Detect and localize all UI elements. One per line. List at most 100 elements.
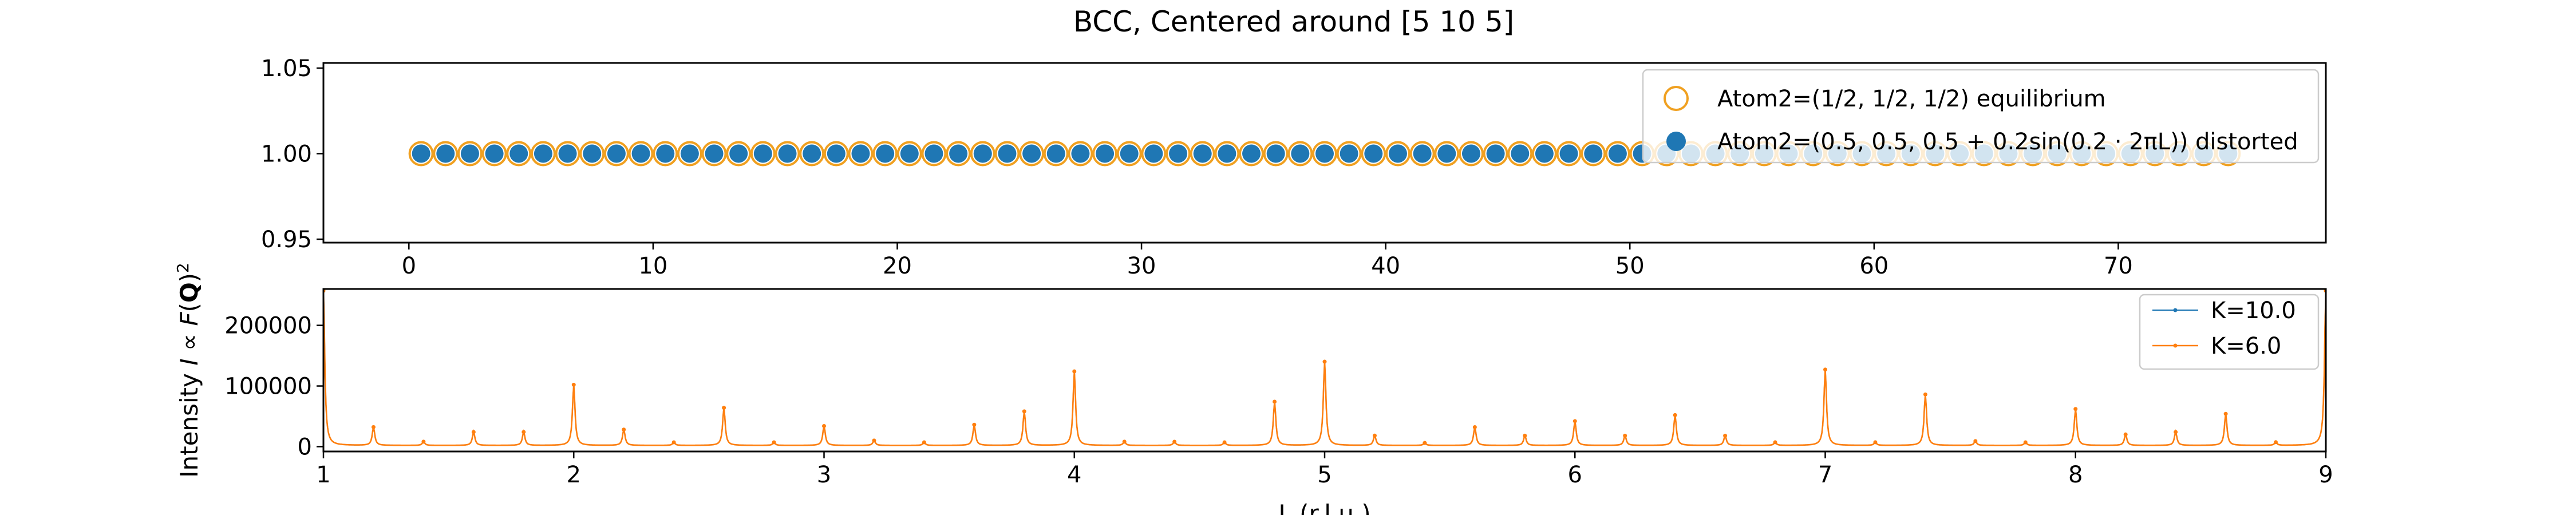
peak-marker [1273,399,1277,404]
intensity-legend: K=10.0 K=6.0 [2139,294,2320,370]
y-tick-label: 0.95 [261,227,312,253]
equilibrium-point [848,141,874,167]
peak-marker [1423,441,1427,445]
equilibrium-point [946,141,971,167]
legend-marker-distorted [1666,132,1686,151]
x-tick-label: 3 [817,462,831,488]
distorted-point [1046,144,1065,163]
distorted-point [509,144,528,163]
equilibrium-point [750,141,776,167]
equilibrium-point [1214,141,1240,167]
equilibrium-point [1385,141,1411,167]
equilibrium-point [1165,141,1191,167]
distorted-point [1486,144,1505,163]
distorted-point [803,144,821,163]
distorted-point [680,144,699,163]
equilibrium-point [1361,141,1386,167]
x-tick-label: 30 [1127,253,1156,279]
peak-marker [772,440,776,445]
peak-marker [371,425,376,429]
distorted-point [1388,144,1407,163]
intensity-panel: 1 2 3 4 5 6 7 8 9 0 100000 200000 L (r.l.u.) Inten… [173,263,2333,515]
peak-marker [1773,440,1777,445]
equilibrium-point [530,141,556,167]
distorted-point [1169,144,1188,163]
x-tick-label: 6 [1568,462,1582,488]
distorted-point [1096,144,1115,163]
distorted-point [949,144,968,163]
distorted-point [1193,144,1212,163]
peak-marker [1573,419,1577,423]
legend-label-equilibrium: Atom2=(1/2, 1/2, 1/2) equilibrium [1717,86,2106,112]
equilibrium-point [1092,141,1118,167]
distorted-point [534,144,552,163]
distorted-point [1242,144,1261,163]
peak-marker [1472,425,1477,430]
x-tick-label: 7 [1818,462,1832,488]
distorted-point [1071,144,1090,163]
x-tick-label: 5 [1317,462,1332,488]
peak-marker [1172,439,1177,444]
equilibrium-point [457,141,483,167]
distorted-point [1218,144,1236,163]
x-tick-label: 9 [2318,462,2333,488]
peak-marker [2023,440,2028,445]
distorted-point [412,144,430,163]
distorted-point [1511,144,1530,163]
distorted-point [876,144,895,163]
distorted-point [1340,144,1358,163]
equilibrium-point [823,141,849,167]
x-tick-label: 70 [2104,253,2133,279]
x-tick-label: 50 [1615,253,1645,279]
equilibrium-point [1068,141,1093,167]
equilibrium-point [1239,141,1265,167]
equilibrium-point [408,141,434,167]
x-tick-label: 2 [567,462,581,488]
y-tick-label: 100000 [224,374,312,400]
equilibrium-point [481,141,507,167]
legend-fraction: 1/2 [1820,86,1857,112]
equilibrium-point [726,141,752,167]
distorted-point [1584,144,1603,163]
x-tick-label: 60 [1859,253,1888,279]
peak-marker [972,422,977,427]
distorted-point [998,144,1017,163]
series-line-k6 [323,291,2326,446]
equilibrium-point [1190,141,1215,167]
equilibrium-point [1531,141,1557,167]
equilibrium-point [506,141,532,167]
equilibrium-point [1434,141,1460,167]
scatter-y-ticks: 0.95 1.00 1.05 [261,56,323,253]
peak-marker [421,439,426,444]
distorted-point [1120,144,1139,163]
legend-label-distorted: Atom2=(0.5, 0.5, 0.5 + 0.2sin(0.2 · 2πL)… [1717,129,2298,155]
distorted-point [583,144,602,163]
equilibrium-point [653,141,678,167]
legend-label-k6: K=6.0 [2211,333,2281,359]
legend-marker-k10 [2173,308,2178,312]
equilibrium-point [628,141,654,167]
x-tick-label: 1 [316,462,330,488]
y-axis-label: Intensity I ∝ F(Q)2 [173,263,203,478]
y-tick-label: 1.00 [261,141,312,167]
equilibrium-point [1507,141,1533,167]
peak-marker [1523,433,1527,438]
distorted-point [753,144,772,163]
equilibrium-point [1116,141,1142,167]
equilibrium-point [701,141,727,167]
distorted-point [1266,144,1285,163]
distorted-point [656,144,675,163]
equilibrium-point [1581,141,1606,167]
scatter-panel: 0 10 20 30 40 50 60 70 0.95 1.00 1.05 Atom2=(1/2,… [261,56,2327,279]
equilibrium-point [1019,141,1045,167]
equilibrium-point [433,141,459,167]
equilibrium-point [1043,141,1069,167]
equilibrium-point [579,141,605,167]
distorted-point [1315,144,1334,163]
peak-marker [2123,432,2128,437]
peak-marker [2174,430,2178,434]
distorted-point [729,144,748,163]
equilibrium-point [970,141,995,167]
x-tick-label: 40 [1371,253,1400,279]
peak-marker [1923,392,1927,397]
